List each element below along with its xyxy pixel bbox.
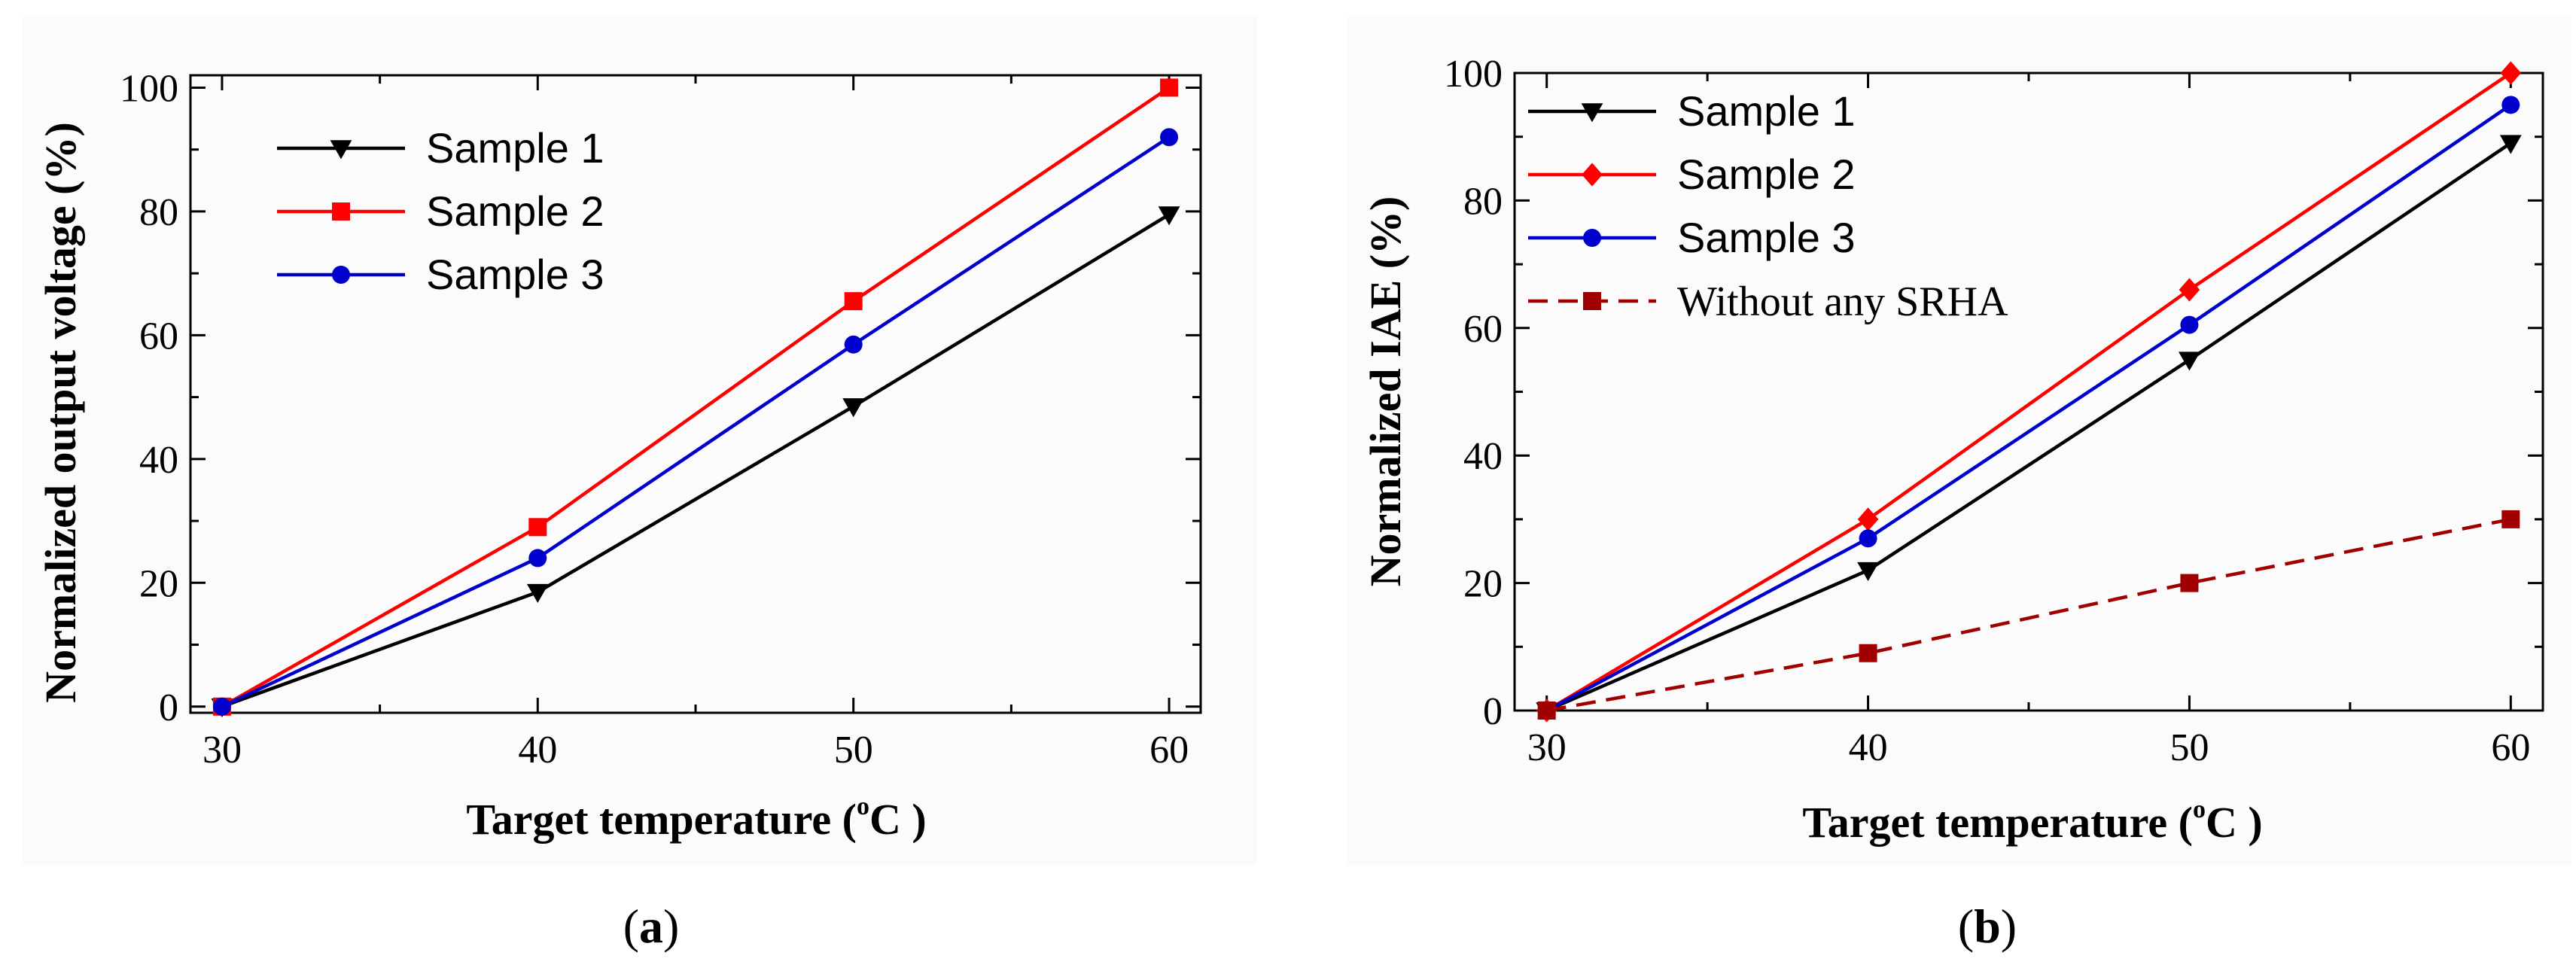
series-2-a-point [1160,78,1179,97]
x-tick-label-b: 40 [1849,726,1888,769]
series-3-a [212,128,1179,716]
panel-a-background [23,15,1257,866]
y-tick-label-b: 80 [1463,180,1503,223]
series-4-b-point [1537,702,1556,720]
series-2-b-point [2500,61,2522,85]
x-tick-label-a: 60 [1149,729,1189,772]
y-tick-label-b: 0 [1483,690,1503,733]
series-3-b-line [1545,103,2512,712]
series-2-b-point [1857,507,1879,531]
series-3-b-point [1859,529,1877,548]
series-3-a-point [844,335,863,354]
legend-marker-a [332,266,350,284]
x-tick-label-a: 30 [202,729,242,772]
panel-b-background [1347,15,2571,866]
legend-label-b: Sample 1 [1677,87,1856,135]
series-3-a-point [528,549,547,568]
legend-label-a: Sample 1 [426,124,604,172]
series-1-a-line [221,213,1171,708]
y-tick-label-a: 60 [139,315,178,358]
chart-panel-a: 30 40 50 60 0 20 40 60 80 100 Sample 1 Sample 2 Samp… [23,15,1257,953]
series-3-b-point [2501,96,2520,114]
y-tick-label-b: 100 [1444,53,1503,96]
series-4-b-point [2180,574,2199,592]
series-1-a-point [1158,206,1180,226]
series-1-a-point [842,398,865,418]
legend-marker-a [330,140,352,160]
series-3-a-point [212,697,231,716]
y-tick-label-b: 40 [1463,435,1503,478]
series-4-b-line [1546,517,2511,713]
legend-entry-3-a: Sample 3 [277,251,604,298]
legend-marker-b [1582,163,1603,187]
legend-label-b: Without any SRHA [1677,278,2008,325]
legend-entry-2-b: Sample 2 [1528,151,1856,198]
y-tick-label-a: 100 [120,67,178,110]
legend-marker-b [1583,292,1601,310]
series-2-a-point [528,518,547,537]
series-3-a-point [1160,128,1179,147]
legend-label-a: Sample 3 [426,251,604,298]
y-axis-label-a: Normalized output voltage (%) [36,122,85,703]
y-axis-label-b: Normalized IAE (%) [1361,196,1410,587]
legend-label-b: Sample 3 [1677,214,1856,261]
series-1-b-point [2499,135,2522,154]
series-4-b-point [1859,644,1877,662]
panel-caption-a: (a) [623,899,680,953]
legend-marker-b [1581,103,1603,123]
legend-entry-4-b: Without any SRHA [1528,278,2008,325]
y-tick-label-a: 40 [139,439,178,482]
x-tick-label-b: 50 [2170,726,2209,769]
series-4-b [1537,510,2520,720]
y-tick-label-b: 60 [1463,308,1503,351]
series-1-b-line [1545,142,2512,713]
y-tick-label-a: 0 [159,686,178,729]
x-axis-label-a: Target temperature (oC ) [466,793,926,844]
legend-entry-2-a: Sample 2 [277,187,604,235]
legend-label-a: Sample 2 [426,187,604,235]
legend-entry-1-b: Sample 1 [1528,87,1856,135]
chart-panel-b: 30 40 50 60 0 20 40 60 80 100 Sample 1 Sample 2 Samp… [1347,15,2571,953]
series-3-a-line [221,135,1171,708]
y-tick-label-a: 20 [139,562,178,605]
x-tick-label-a: 50 [834,729,873,772]
series-4-b-point [2501,510,2520,528]
series-1-b-point [2179,352,2200,371]
y-tick-label-b: 20 [1463,563,1503,606]
series-3-b-point [2180,315,2199,334]
series-2-b-line [1545,72,2512,712]
y-tick-label-a: 80 [139,191,178,234]
plot-area-a: 30 40 50 60 0 20 40 60 80 100 Sample 1 Sample 2 Samp… [120,67,1202,772]
x-axis-label-b: Target temperature (oC ) [1802,796,2262,847]
legend-marker-a [332,202,350,221]
series-2-a-line [221,86,1171,708]
legend-marker-b [1583,229,1601,247]
series-2-a-point [844,292,863,311]
series-2-b-point [2179,278,2200,302]
panel-caption-b: (b) [1958,899,2017,953]
legend-label-b: Sample 2 [1677,151,1856,198]
plot-area-b: 30 40 50 60 0 20 40 60 80 100 Sample 1 Sample 2 Samp… [1444,53,2544,769]
series-1-a-point [526,583,549,604]
x-tick-label-a: 40 [518,729,557,772]
series-1-b-point [1857,562,1879,582]
legend-entry-1-a: Sample 1 [277,124,604,172]
x-tick-label-b: 60 [2491,726,2530,769]
x-tick-label-b: 30 [1527,726,1567,769]
legend-entry-3-b: Sample 3 [1528,214,1856,261]
